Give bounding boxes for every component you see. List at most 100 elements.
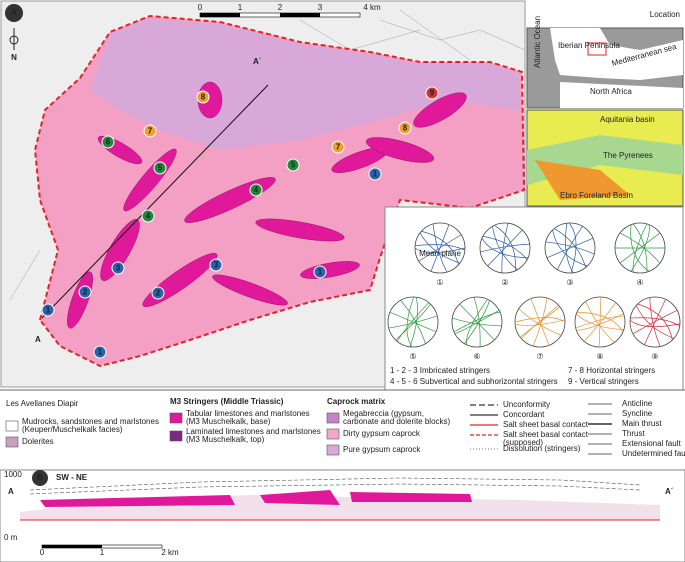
stereonet-trace bbox=[619, 232, 661, 264]
north-label: N bbox=[11, 53, 17, 62]
station-label: 1 bbox=[318, 268, 323, 277]
legend-label: (M3 Muschelkalk, base) bbox=[186, 417, 271, 426]
panel-label: A bbox=[11, 8, 17, 17]
station-label: 2 bbox=[156, 289, 161, 298]
station-marker bbox=[425, 86, 439, 100]
location-title: Location bbox=[650, 10, 680, 19]
stereonet-trace bbox=[389, 311, 437, 333]
stereonet-trace bbox=[575, 314, 624, 331]
stereonet-trace bbox=[619, 232, 661, 264]
station-marker bbox=[368, 167, 382, 181]
stereonet-trace bbox=[501, 223, 509, 273]
station-label: 5 bbox=[158, 164, 163, 173]
stereonet-trace bbox=[632, 309, 678, 335]
stereonet-caption: 1 - 2 - 3 Imbricated stringers bbox=[390, 366, 490, 375]
stereonet-trace bbox=[630, 224, 650, 272]
legend-label: Laminated limestones and marlstones bbox=[186, 427, 321, 436]
stereonet-trace bbox=[635, 305, 674, 339]
stereonet-trace bbox=[557, 226, 583, 270]
stereonet-label: ⑤ bbox=[409, 352, 416, 361]
scale-label: 0 bbox=[198, 3, 203, 12]
scale-label: 2 bbox=[278, 3, 283, 12]
legend-label: Pure gypsum caprock bbox=[343, 445, 421, 454]
stereonet-trace bbox=[629, 319, 681, 328]
station-marker bbox=[398, 121, 412, 135]
stereonet-trace bbox=[552, 229, 588, 267]
stereonet-trace bbox=[546, 237, 594, 259]
stereonet-trace bbox=[400, 300, 426, 344]
stereonet-trace bbox=[637, 303, 673, 341]
land bbox=[550, 28, 683, 80]
stereonet-label: ④ bbox=[636, 278, 643, 287]
location-label: North Africa bbox=[590, 87, 632, 96]
location-label: Ebro Foreland Basin bbox=[560, 191, 633, 200]
stereonet-trace bbox=[396, 302, 429, 342]
scale-bar bbox=[199, 12, 361, 18]
stereonet-trace bbox=[649, 297, 661, 347]
legend-swatch bbox=[5, 436, 19, 448]
station-marker bbox=[141, 209, 155, 223]
location-label: Aquitania basin bbox=[600, 115, 655, 124]
legend-label: Main thrust bbox=[622, 419, 662, 428]
legend-label: Salt sheet basal contact bbox=[503, 430, 589, 439]
stereonet-trace bbox=[452, 317, 502, 327]
legend-label: (supposed) bbox=[503, 438, 543, 447]
legend-swatch bbox=[326, 412, 340, 424]
scale-label: 3 bbox=[318, 3, 323, 12]
location-label: Iberian Peninsula bbox=[558, 41, 620, 50]
legend-label: Salt sheet basal contact bbox=[503, 420, 589, 429]
stereonet-caption: 4 - 5 - 6 Subvertical and subhorizontal … bbox=[390, 377, 558, 386]
stereonet-trace bbox=[481, 238, 529, 259]
legend-label: Megabreccia (gypsum, bbox=[343, 409, 424, 418]
location-label: The Pyrenees bbox=[603, 151, 653, 160]
stereonet-trace bbox=[421, 230, 459, 265]
section-end: A´ bbox=[253, 57, 262, 66]
stereonet-trace bbox=[576, 311, 624, 332]
panel-b-badge bbox=[32, 470, 48, 486]
station-label: 9 bbox=[430, 89, 435, 98]
pure-gypsum-caprock bbox=[90, 18, 520, 150]
stereonet-label: ⑨ bbox=[651, 352, 658, 361]
stereonet-trace bbox=[482, 235, 528, 260]
legend-swatch bbox=[326, 428, 340, 440]
legend-label: Undetermined fault bbox=[622, 449, 685, 458]
stereonet-trace bbox=[492, 226, 518, 270]
stereonet-trace bbox=[406, 296, 415, 348]
station-label: 8 bbox=[403, 124, 408, 133]
scale-label: 4 km bbox=[363, 3, 381, 12]
stereonet-label: ⑥ bbox=[473, 352, 480, 361]
station-marker bbox=[151, 286, 165, 300]
legend-swatch bbox=[169, 412, 183, 424]
stereonet-trace bbox=[432, 223, 448, 273]
stereonet-trace bbox=[584, 302, 617, 342]
legend-heading: M3 Stringers (Middle Triassic) bbox=[170, 397, 284, 406]
stereonet-trace bbox=[519, 306, 561, 338]
stereonet-label: ③ bbox=[566, 278, 573, 287]
station-label: 4 bbox=[254, 186, 259, 195]
station-marker bbox=[111, 261, 125, 275]
panel-label: B bbox=[37, 473, 43, 482]
station-label: 4 bbox=[146, 212, 151, 221]
legend-title: Les Avellanes Diapir bbox=[6, 399, 79, 408]
legend-label: Concordant bbox=[503, 410, 545, 419]
legend-label: Syncline bbox=[622, 409, 653, 418]
stereonet-trace bbox=[459, 303, 495, 341]
legend-label: Dolerites bbox=[22, 437, 54, 446]
station-label: 3 bbox=[214, 261, 219, 270]
station-label: 6 bbox=[106, 138, 111, 147]
legend-label: (M3 Muschelkalk, top) bbox=[186, 435, 265, 444]
section-end: A bbox=[8, 487, 14, 496]
stereonet-label: ⑦ bbox=[536, 352, 543, 361]
station-label: 3 bbox=[116, 264, 121, 273]
station-marker bbox=[78, 285, 92, 299]
station-label: 7 bbox=[148, 127, 153, 136]
stereonet-trace bbox=[575, 315, 625, 329]
station-marker bbox=[101, 135, 115, 149]
stereonet-trace bbox=[480, 243, 530, 253]
station-label: 8 bbox=[201, 93, 206, 102]
location-box bbox=[587, 42, 607, 56]
stereonet-trace bbox=[632, 223, 648, 273]
elevation-label: 0 m bbox=[4, 533, 18, 542]
stereonet-caption: 7 - 8 Horizontal stringers bbox=[568, 366, 655, 375]
legend-swatch bbox=[169, 430, 183, 442]
